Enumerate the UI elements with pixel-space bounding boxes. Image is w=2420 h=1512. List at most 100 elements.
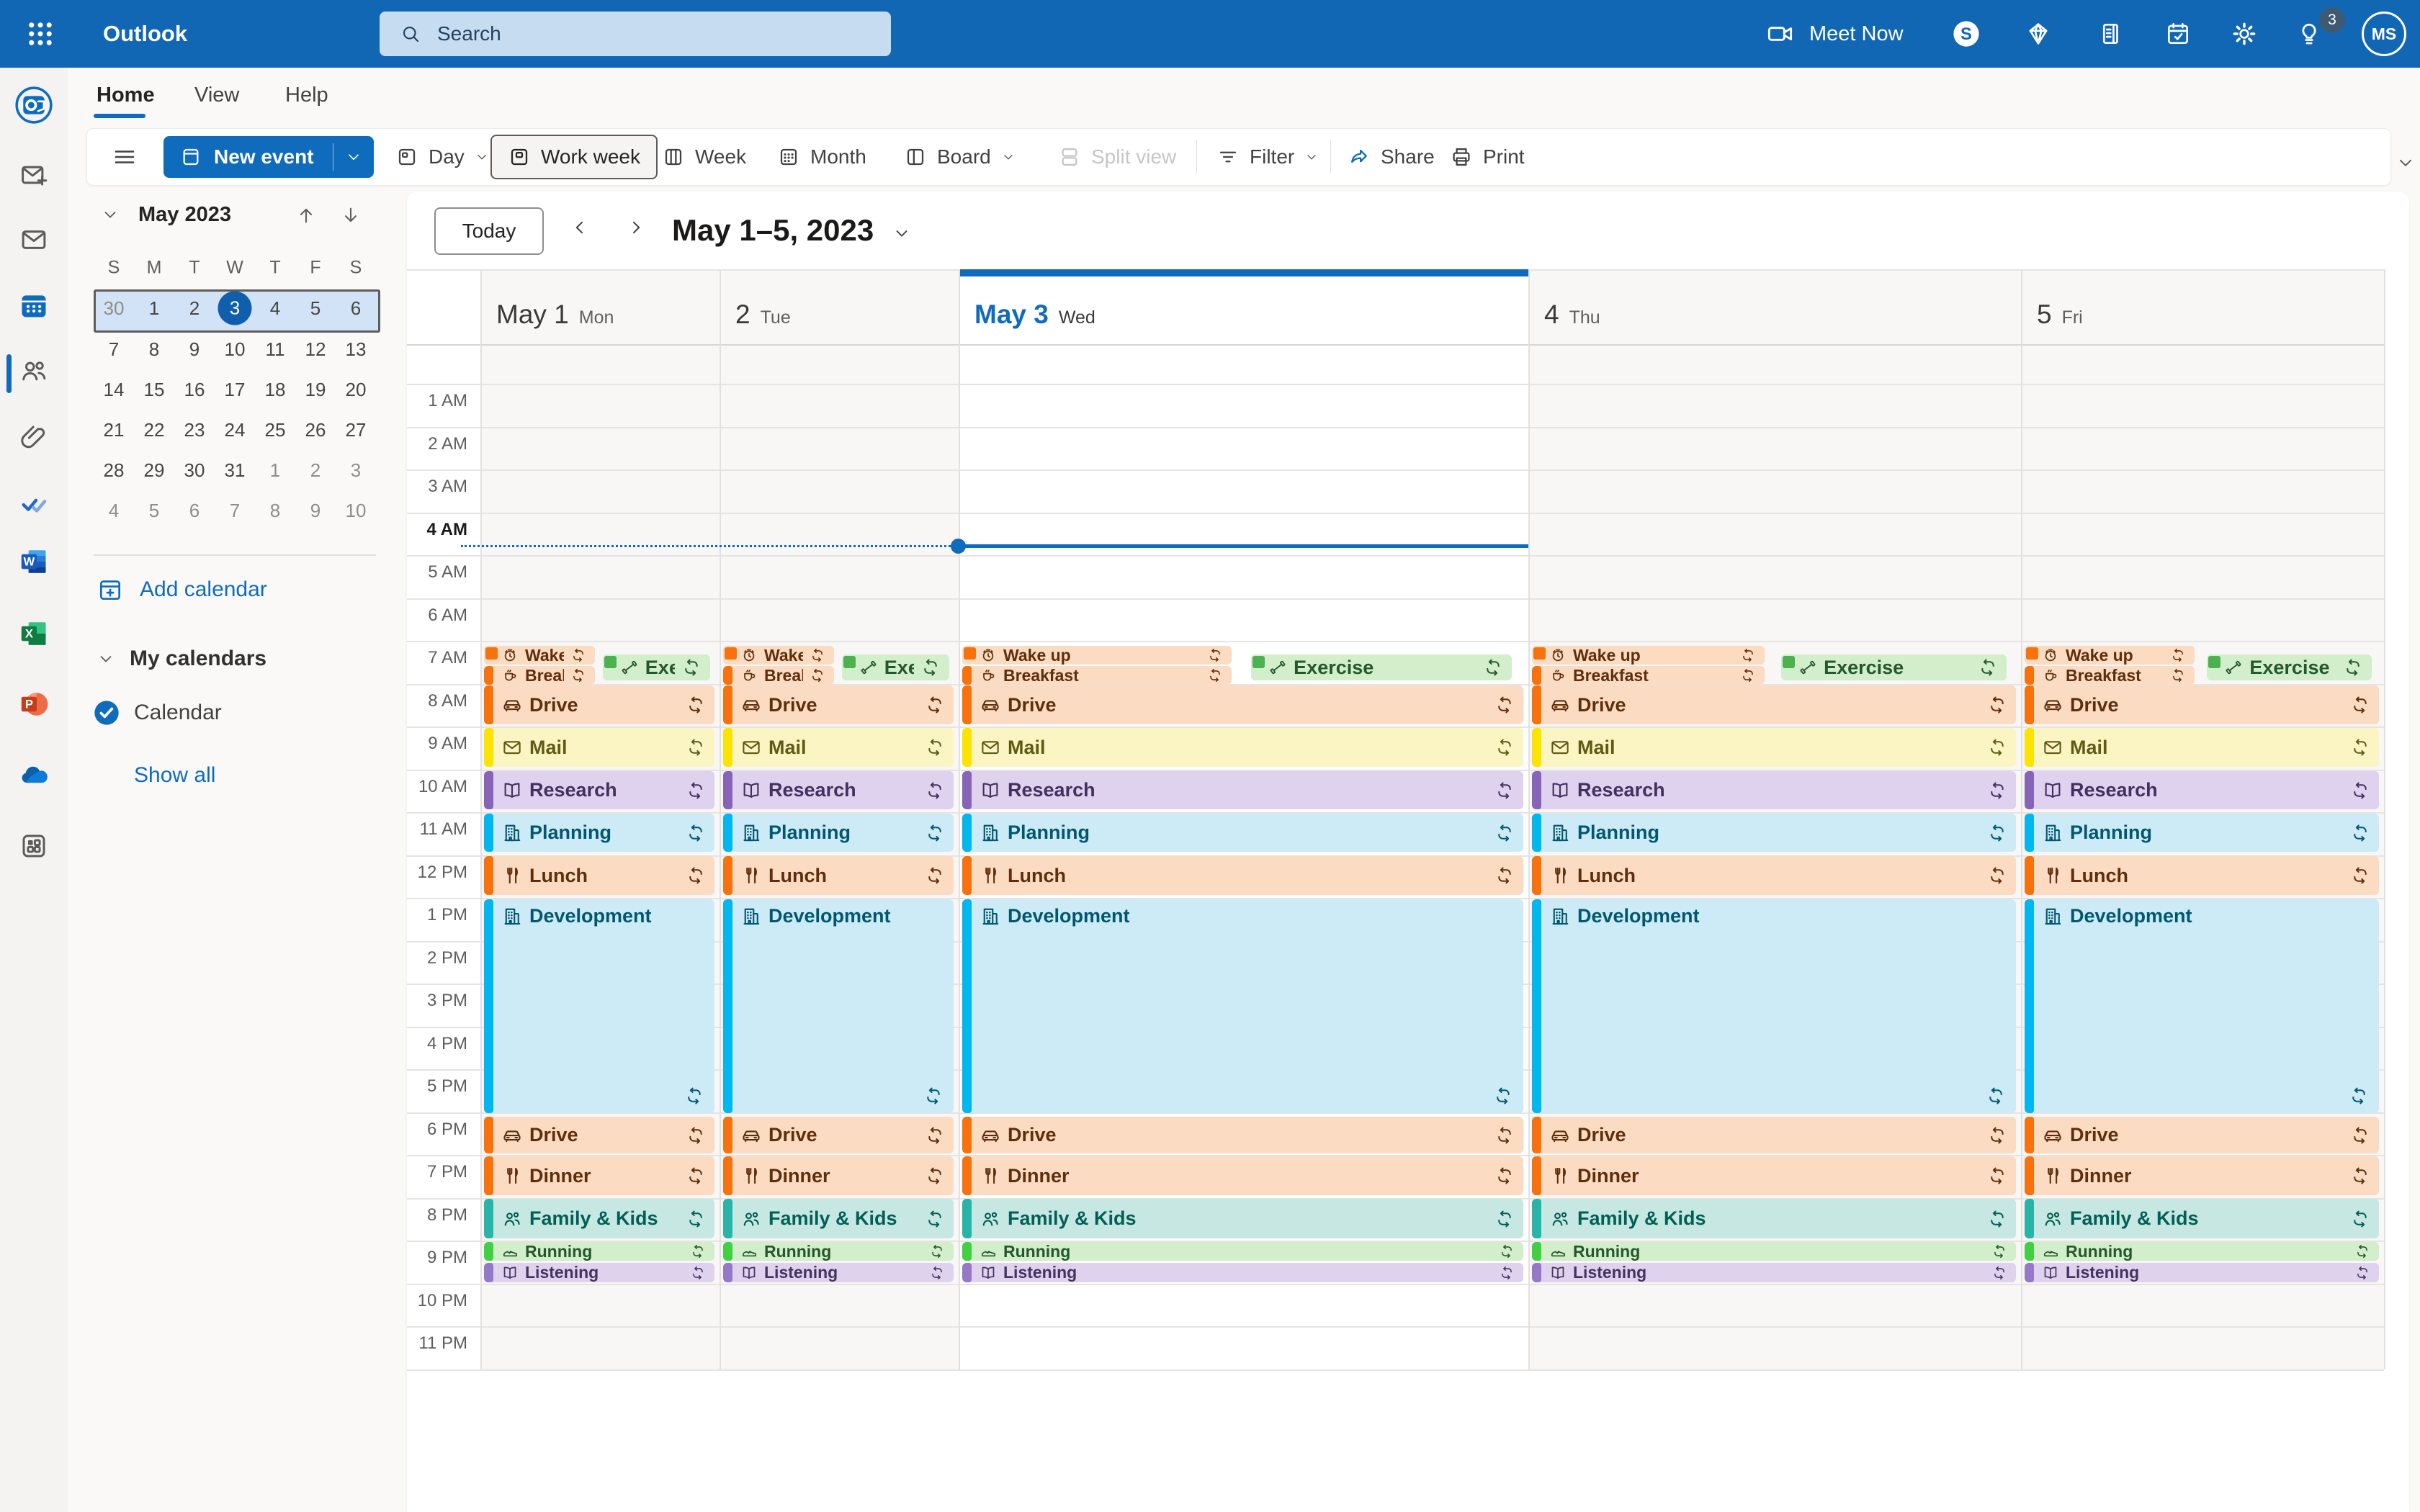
event-running[interactable]: Running	[1532, 1242, 2016, 1261]
app-launcher-icon[interactable]	[19, 12, 62, 55]
day-header[interactable]: May 1Mon	[496, 300, 614, 330]
event-running[interactable]: Running	[484, 1242, 714, 1261]
premium-gem-icon[interactable]	[2021, 17, 2056, 51]
mini-calendar-day[interactable]: 18	[256, 372, 294, 407]
event-planning[interactable]: Planning	[962, 814, 1523, 852]
event-drive[interactable]: Drive	[962, 685, 1523, 724]
mini-calendar-day[interactable]: 10	[216, 332, 254, 366]
new-event-dropdown-icon[interactable]	[333, 148, 374, 166]
mini-calendar-day[interactable]: 22	[135, 413, 173, 447]
excel-icon[interactable]: X	[18, 618, 50, 649]
event-exercise[interactable]: Exercise	[1251, 654, 1512, 680]
toolbar-overflow-icon[interactable]	[112, 129, 138, 185]
event-family-kids[interactable]: Family & Kids	[2025, 1199, 2379, 1238]
event-drive[interactable]: Drive	[1532, 1117, 2016, 1153]
event-exercise[interactable]: Exercise	[842, 654, 949, 680]
mini-calendar-day[interactable]: 8	[135, 332, 173, 366]
tab-view[interactable]: View	[194, 68, 239, 122]
mini-calendar-prev-icon[interactable]	[295, 204, 317, 226]
event-listening[interactable]: Listening	[723, 1263, 954, 1282]
event-dinner[interactable]: Dinner	[962, 1156, 1523, 1195]
todo-panel-icon[interactable]	[2161, 17, 2195, 51]
settings-gear-icon[interactable]	[2227, 17, 2262, 51]
event-breakfast[interactable]: Breakfast	[723, 666, 834, 685]
mini-calendar-day[interactable]: 15	[135, 372, 173, 407]
word-icon[interactable]: W	[18, 546, 50, 577]
event-drive[interactable]: Drive	[962, 1117, 1523, 1153]
event-development[interactable]: Development	[962, 899, 1523, 1113]
mini-calendar-day[interactable]: 10	[337, 493, 375, 528]
mini-calendar-day[interactable]: 26	[297, 413, 334, 447]
event-wake-up[interactable]: Wake up	[962, 646, 1232, 665]
mini-calendar-day[interactable]: 5	[135, 493, 173, 528]
show-all-link[interactable]: Show all	[134, 763, 215, 788]
print-button[interactable]: Print	[1450, 129, 1525, 185]
mini-calendar-day[interactable]: 20	[337, 372, 375, 407]
mini-calendar-day[interactable]: 5	[297, 291, 334, 325]
mini-calendar-day[interactable]: 7	[95, 332, 133, 366]
event-research[interactable]: Research	[723, 771, 954, 809]
event-breakfast[interactable]: Breakfast	[962, 666, 1232, 685]
event-mail[interactable]: Mail	[1532, 728, 2016, 767]
mini-calendar-day[interactable]: 17	[216, 372, 254, 407]
avatar[interactable]: MS	[2362, 12, 2406, 56]
event-lunch[interactable]: Lunch	[723, 856, 954, 895]
mini-calendar-day[interactable]: 11	[256, 332, 294, 366]
event-lunch[interactable]: Lunch	[1532, 856, 2016, 895]
mini-calendar-day[interactable]: 1	[135, 291, 173, 325]
mini-calendar-day[interactable]: 6	[337, 291, 375, 325]
view-day-button[interactable]: Day	[395, 129, 489, 185]
event-drive[interactable]: Drive	[723, 1117, 954, 1153]
event-wake-up[interactable]: Wake up	[1532, 646, 1765, 665]
event-lunch[interactable]: Lunch	[2025, 856, 2379, 895]
event-drive[interactable]: Drive	[484, 685, 714, 724]
view-month-button[interactable]: Month	[777, 129, 866, 185]
mini-calendar-day[interactable]: 7	[216, 493, 254, 528]
mini-calendar-day[interactable]: 12	[297, 332, 334, 366]
event-research[interactable]: Research	[962, 771, 1523, 809]
event-family-kids[interactable]: Family & Kids	[1532, 1199, 2016, 1238]
event-drive[interactable]: Drive	[1532, 685, 2016, 724]
event-running[interactable]: Running	[962, 1242, 1523, 1261]
event-planning[interactable]: Planning	[2025, 814, 2379, 852]
mini-calendar-day[interactable]: 29	[135, 453, 173, 487]
mini-calendar-day[interactable]: 4	[95, 493, 133, 528]
event-drive[interactable]: Drive	[484, 1117, 714, 1153]
attachments-icon[interactable]	[19, 422, 49, 452]
search-input[interactable]: Search	[380, 12, 891, 56]
calendar-icon[interactable]	[18, 290, 50, 322]
event-development[interactable]: Development	[2025, 899, 2379, 1113]
event-lunch[interactable]: Lunch	[484, 856, 714, 895]
event-research[interactable]: Research	[1532, 771, 2016, 809]
mini-calendar-day[interactable]: 8	[256, 493, 294, 528]
day-header[interactable]: 2Tue	[735, 300, 791, 330]
mini-calendar-day[interactable]: 14	[95, 372, 133, 407]
mini-calendar-day[interactable]: 13	[337, 332, 375, 366]
event-listening[interactable]: Listening	[2025, 1263, 2379, 1282]
mini-calendar-day[interactable]: 27	[337, 413, 375, 447]
view-board-button[interactable]: Board	[904, 129, 1016, 185]
event-lunch[interactable]: Lunch	[962, 856, 1523, 895]
event-breakfast[interactable]: Breakfast	[2025, 666, 2195, 685]
mini-calendar-day[interactable]: 31	[216, 453, 254, 487]
calendar-list-item[interactable]: Calendar	[92, 694, 222, 732]
event-drive[interactable]: Drive	[2025, 1117, 2379, 1153]
next-week-icon[interactable]	[626, 217, 646, 238]
event-listening[interactable]: Listening	[962, 1263, 1523, 1282]
event-planning[interactable]: Planning	[1532, 814, 2016, 852]
mini-calendar-day[interactable]: 2	[176, 291, 213, 325]
event-research[interactable]: Research	[484, 771, 714, 809]
day-header[interactable]: 5Fri	[2037, 300, 2083, 330]
powerpoint-icon[interactable]: P	[18, 688, 50, 720]
event-drive[interactable]: Drive	[2025, 685, 2379, 724]
tab-help[interactable]: Help	[285, 68, 328, 122]
event-breakfast[interactable]: Breakfast	[484, 666, 595, 685]
calendar-checkbox-checked-icon[interactable]	[92, 698, 121, 727]
event-listening[interactable]: Listening	[484, 1263, 714, 1282]
event-planning[interactable]: Planning	[484, 814, 714, 852]
mini-calendar-day[interactable]: 28	[95, 453, 133, 487]
add-calendar-button[interactable]: Add calendar	[97, 572, 267, 608]
mini-calendar-day[interactable]: 30	[95, 291, 133, 325]
new-event-button[interactable]: New event	[163, 136, 374, 178]
event-drive[interactable]: Drive	[723, 685, 954, 724]
